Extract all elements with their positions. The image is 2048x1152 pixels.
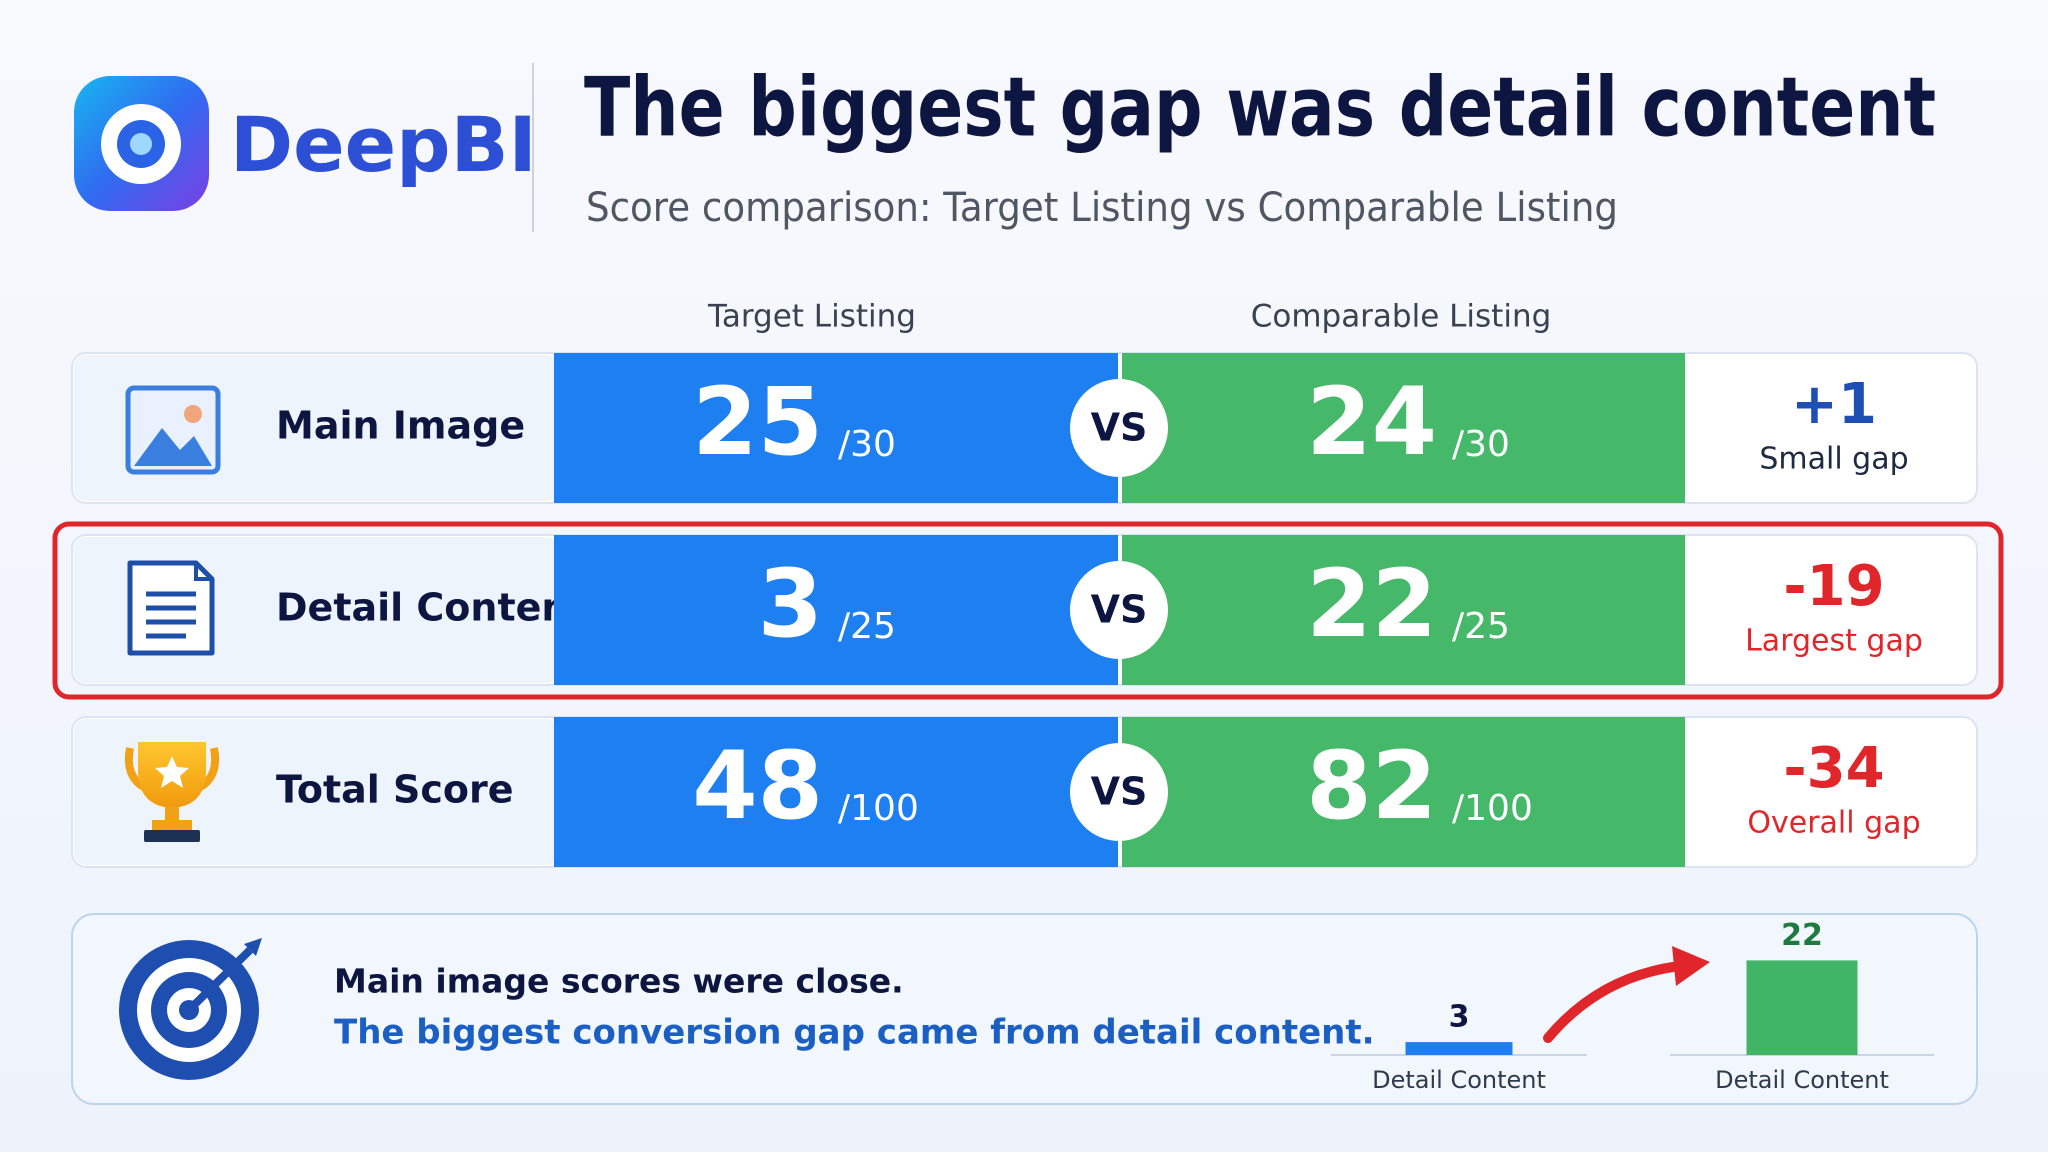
vs-badge [1070, 379, 1168, 477]
column-header: Target Listing [707, 299, 916, 335]
subtitle: Score comparison: Target Listing vs Comp… [586, 185, 1618, 231]
title: The biggest gap was detail content [584, 60, 1936, 155]
comparable-score: 82 [1306, 732, 1437, 841]
comparable-score: 22 [1306, 550, 1437, 659]
document-icon [127, 560, 215, 656]
bar-category: Detail Content [1715, 1066, 1889, 1094]
rows: Main Image 25/30 24/30 VS +1 Small gap Detail … [71, 352, 1978, 868]
gap-label: Largest gap [1745, 624, 1923, 659]
target-score: 3 [758, 550, 823, 659]
gap-value: -19 [1783, 554, 1884, 619]
trophy-icon [125, 742, 219, 842]
row-label: Main Image [276, 404, 525, 448]
row-label: Total Score [276, 768, 514, 812]
comparable-max: /30 [1452, 424, 1510, 465]
bar-category: Detail Content [1372, 1066, 1546, 1094]
target-max: /100 [838, 788, 919, 829]
logo-text: DeepBI [230, 100, 537, 189]
comparable-panel [1122, 535, 1685, 685]
vs-label: VS [1091, 588, 1148, 632]
summary-highlight: The biggest conversion gap came from det… [334, 1013, 1375, 1053]
comparable-panel [1122, 353, 1685, 503]
comparable-score: 24 [1306, 368, 1437, 477]
target-score: 48 [692, 732, 823, 841]
logo-icon [74, 76, 209, 211]
gap-value: +1 [1791, 372, 1877, 437]
comparable-max: /100 [1452, 788, 1533, 829]
image-icon [125, 385, 221, 475]
target-max: /25 [838, 606, 896, 647]
target-panel [554, 535, 1118, 685]
highlight-frame [52, 521, 2004, 700]
target-max: /30 [838, 424, 896, 465]
arrow [1543, 946, 1710, 1043]
target-score: 25 [692, 368, 823, 477]
target-panel [554, 717, 1118, 867]
vs-badge [1070, 561, 1168, 659]
summary-line: Main image scores were close. [334, 962, 904, 1001]
gap-value: -34 [1783, 736, 1884, 801]
bar [1405, 1042, 1513, 1055]
vs-label: VS [1091, 406, 1148, 450]
bar-value: 3 [1449, 1000, 1470, 1035]
column-header: Comparable Listing [1251, 299, 1552, 335]
bar-value: 22 [1781, 918, 1823, 953]
gap-label: Overall gap [1747, 806, 1920, 841]
target-icon [119, 938, 262, 1080]
mini-chart: 3 Detail Content 22 Detail Content [1331, 918, 1934, 1094]
summary-card [71, 913, 1978, 1105]
gap-label: Small gap [1759, 442, 1908, 477]
row-label: Detail Content [276, 586, 587, 630]
vs-label: VS [1091, 770, 1148, 814]
target-panel [554, 353, 1118, 503]
comparable-panel [1122, 717, 1685, 867]
vs-badge [1070, 743, 1168, 841]
bar [1746, 960, 1858, 1055]
comparable-max: /25 [1452, 606, 1510, 647]
